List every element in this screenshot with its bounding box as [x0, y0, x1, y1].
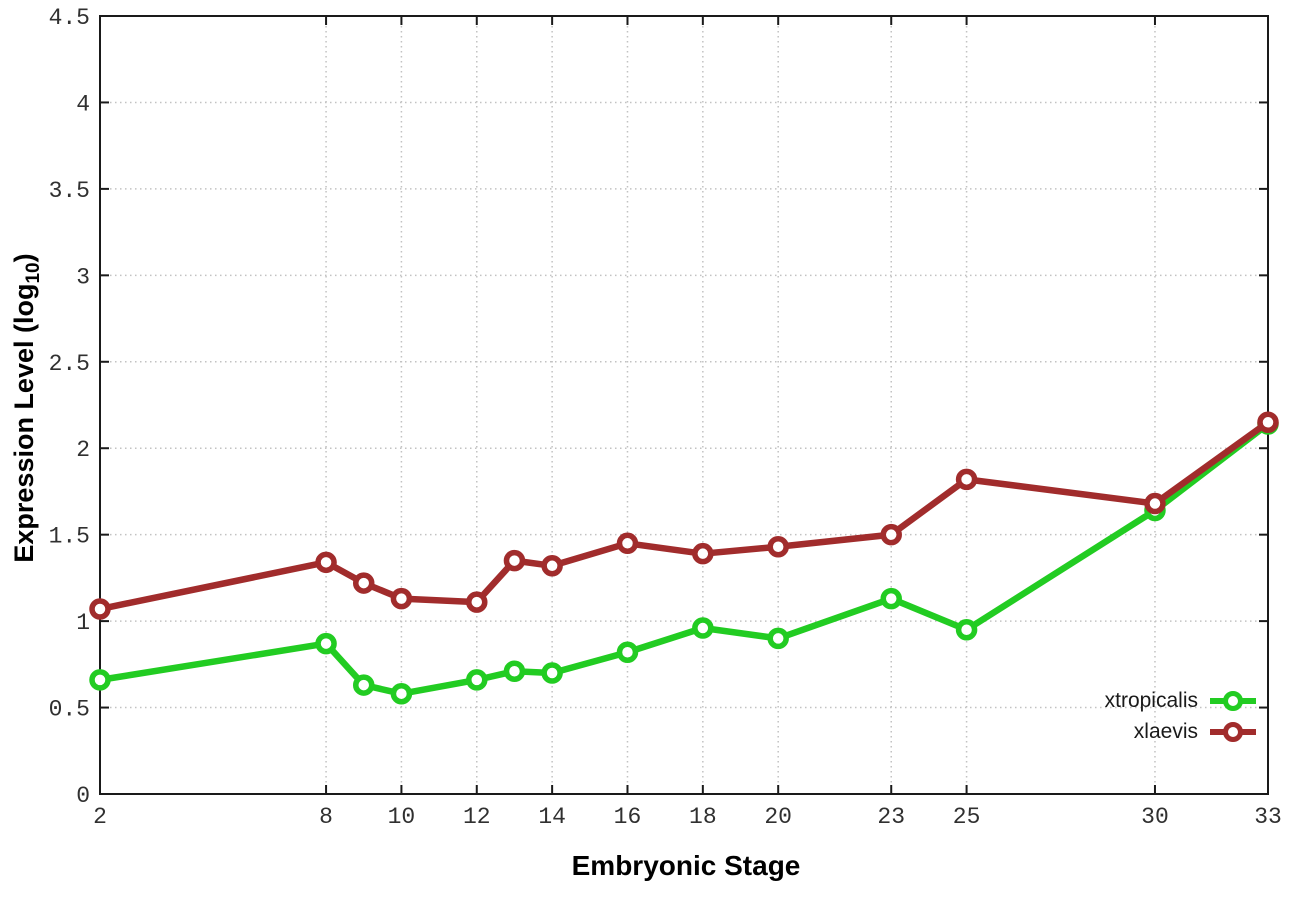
- data-point-xtropicalis: [955, 619, 978, 641]
- legend-marker-xtropicalis: [1210, 689, 1256, 713]
- y-tick-label: 0: [76, 783, 90, 809]
- y-axis-title-subscript: 10: [23, 262, 45, 284]
- data-point-xtropicalis: [616, 641, 639, 663]
- legend-marker-xlaevis: [1210, 720, 1256, 744]
- y-tick-label: 1.5: [49, 524, 90, 550]
- y-tick-label: 3: [76, 264, 90, 290]
- data-point-xlaevis: [880, 523, 902, 546]
- y-axis-title: Expression Level (log10): [9, 253, 45, 562]
- x-tick-label: 16: [614, 804, 642, 830]
- y-tick-label: 4: [76, 91, 90, 117]
- data-point-xlaevis: [541, 555, 563, 577]
- x-tick-label: 30: [1141, 804, 1169, 830]
- legend: xtropicalis xlaevis: [1105, 685, 1256, 747]
- x-tick-label: 33: [1254, 804, 1282, 830]
- series-line-xlaevis: [96, 419, 1272, 613]
- data-point-xlaevis: [692, 542, 714, 565]
- data-point-xlaevis: [315, 551, 337, 574]
- data-point-xtropicalis: [880, 587, 902, 610]
- x-tick-label: 12: [463, 804, 491, 830]
- x-tick-label: 18: [689, 804, 717, 830]
- y-axis-title-suffix: ): [8, 253, 39, 263]
- data-point-xlaevis: [616, 532, 639, 555]
- legend-point-sample: [1223, 690, 1243, 711]
- legend-point-sample: [1223, 721, 1243, 742]
- legend-item-xlaevis: xlaevis: [1105, 716, 1256, 747]
- x-tick-label: 2: [93, 804, 107, 830]
- data-point-xtropicalis: [390, 682, 413, 705]
- y-tick-label: 4.5: [49, 5, 90, 31]
- data-point-xtropicalis: [89, 669, 111, 691]
- data-point-xlaevis: [955, 468, 978, 491]
- plot-border: [99, 15, 1269, 795]
- data-point-xtropicalis: [315, 632, 337, 655]
- y-tick-label: 0.5: [49, 697, 90, 723]
- y-axis-title-text: Expression Level (log: [8, 283, 39, 563]
- x-tick-label: 10: [388, 804, 416, 830]
- legend-item-xtropicalis: xtropicalis: [1105, 685, 1256, 716]
- y-tick-label: 2.5: [49, 351, 90, 377]
- data-point-xtropicalis: [541, 662, 563, 684]
- x-tick-label: 14: [538, 804, 566, 830]
- data-point-xlaevis: [503, 549, 526, 572]
- legend-label-xtropicalis: xtropicalis: [1104, 688, 1198, 712]
- x-tick-label: 23: [877, 804, 905, 830]
- data-point-xlaevis: [466, 591, 488, 613]
- series-line-xtropicalis: [96, 420, 1272, 697]
- y-tick-label: 3.5: [49, 178, 90, 204]
- data-point-xtropicalis: [767, 627, 789, 650]
- data-point-xlaevis: [352, 572, 375, 594]
- legend-label-xlaevis: xlaevis: [1133, 719, 1198, 743]
- x-tick-label: 25: [953, 804, 981, 830]
- x-tick-label: 20: [764, 804, 792, 830]
- data-point-xtropicalis: [466, 669, 488, 691]
- data-point-xlaevis: [1257, 411, 1279, 434]
- y-tick-label: 2: [76, 437, 90, 463]
- data-point-xtropicalis: [692, 617, 714, 639]
- y-tick-label: 1: [76, 610, 90, 636]
- data-point-xtropicalis: [352, 674, 375, 696]
- data-point-xtropicalis: [503, 660, 526, 682]
- data-point-xlaevis: [89, 598, 111, 620]
- x-tick-label: 8: [319, 804, 333, 830]
- x-axis-title: Embryonic Stage: [571, 850, 801, 881]
- data-point-xlaevis: [390, 587, 413, 610]
- data-point-xlaevis: [767, 536, 789, 558]
- data-point-xlaevis: [1144, 492, 1166, 515]
